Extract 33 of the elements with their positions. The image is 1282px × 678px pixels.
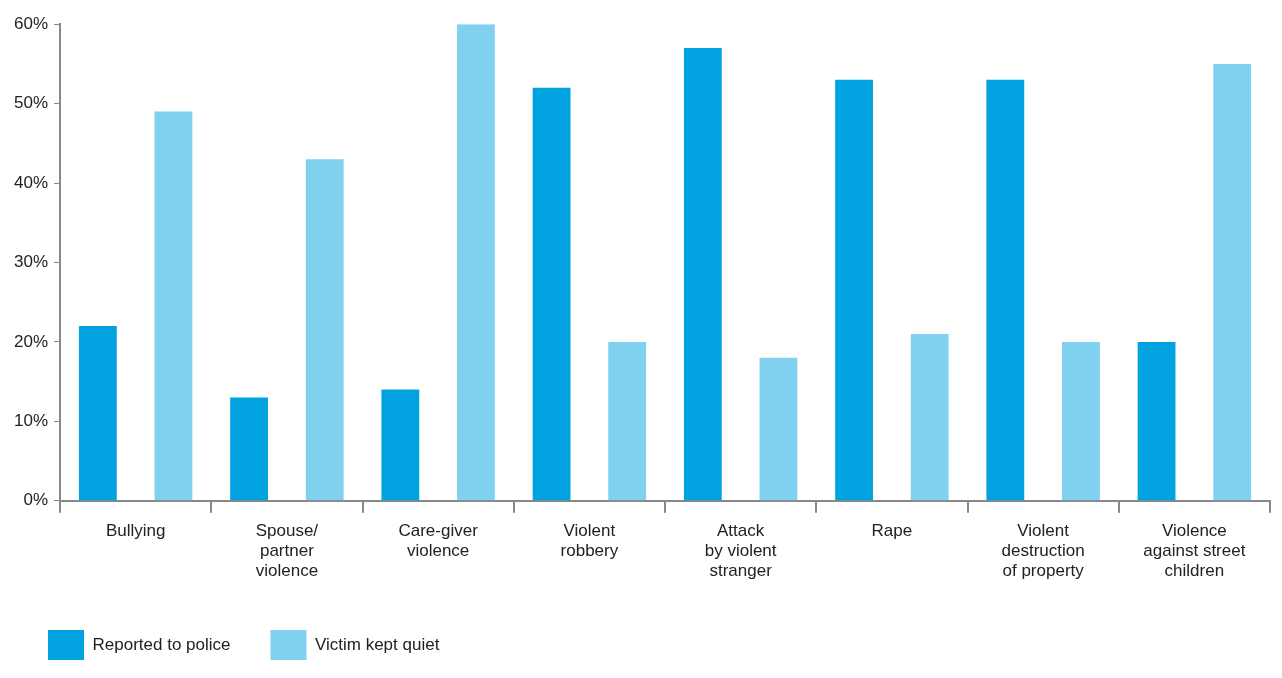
bar bbox=[1137, 341, 1176, 501]
bar bbox=[986, 79, 1025, 501]
x-tick-label: Rape bbox=[871, 520, 913, 540]
x-tick-label: Violent destruction of property bbox=[1001, 520, 1085, 581]
y-tick-label: 30% bbox=[13, 252, 49, 272]
bar bbox=[1062, 341, 1100, 501]
y-tick-label: 0% bbox=[23, 490, 49, 510]
y-tick-label: 20% bbox=[13, 331, 49, 351]
bar bbox=[154, 111, 193, 501]
y-tick-label: 40% bbox=[13, 172, 49, 192]
x-tick-label: Spouse/ partner violence bbox=[255, 520, 319, 581]
bar bbox=[759, 357, 798, 501]
bar bbox=[835, 79, 873, 501]
bar bbox=[910, 333, 949, 501]
bar bbox=[1213, 63, 1252, 501]
x-tick-label: Attack by violent stranger bbox=[704, 520, 777, 581]
bar bbox=[683, 48, 722, 501]
x-tick-label: Care-giver violence bbox=[398, 520, 479, 561]
x-tick-label: Violence against street children bbox=[1143, 520, 1246, 581]
bar bbox=[381, 389, 420, 501]
bar bbox=[532, 87, 571, 501]
bar bbox=[305, 159, 344, 501]
bar bbox=[78, 326, 117, 501]
bar bbox=[457, 24, 495, 501]
legend-label: Victim kept quiet bbox=[314, 634, 440, 654]
legend-label: Reported to police bbox=[92, 634, 231, 654]
x-tick-label: Violent robbery bbox=[560, 520, 619, 561]
bar bbox=[230, 397, 268, 501]
x-tick-label: Bullying bbox=[105, 520, 166, 540]
y-tick-label: 10% bbox=[13, 411, 49, 431]
y-tick-label: 60% bbox=[13, 13, 49, 33]
y-tick-label: 50% bbox=[13, 93, 49, 113]
bar bbox=[608, 341, 647, 501]
